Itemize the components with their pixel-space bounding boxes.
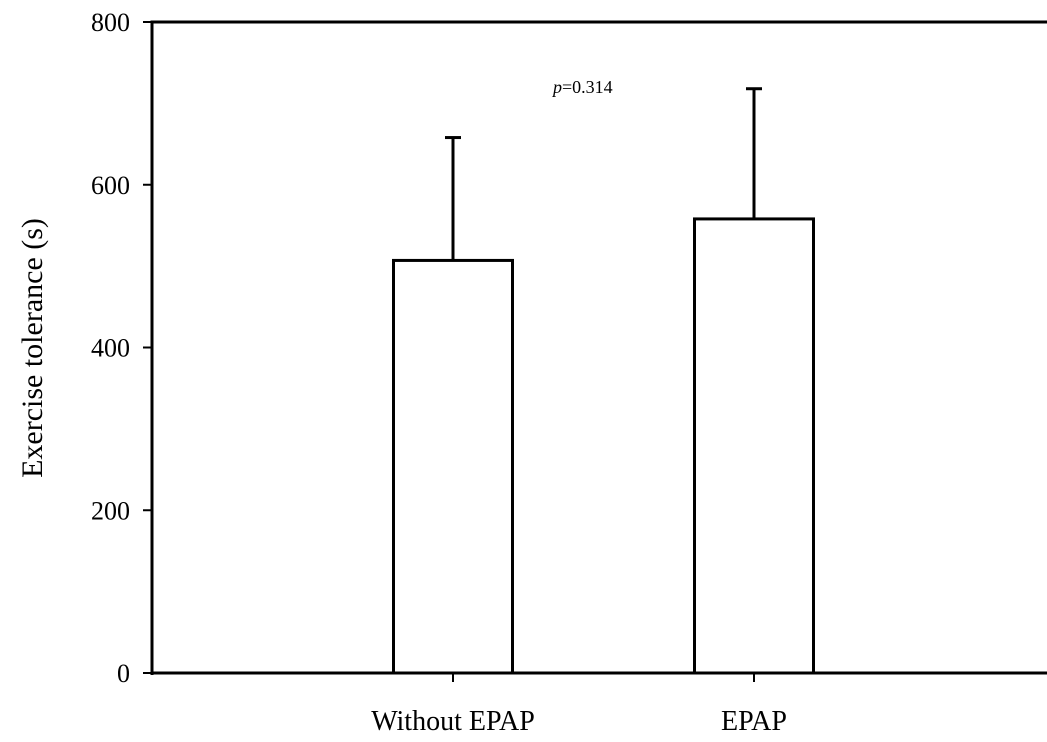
y-tick-label: 400: [91, 334, 130, 363]
y-tick-label: 800: [91, 8, 130, 37]
y-axis-ticks: 0 200 400 600 800: [91, 8, 152, 688]
y-tick-label: 600: [91, 171, 130, 200]
p-value-text: =0.314: [562, 77, 613, 97]
x-axis-ticks: Without EPAP EPAP: [371, 673, 787, 737]
bar-series: [392, 87, 815, 675]
y-axis-title: Exercise tolerance (s): [16, 218, 49, 478]
bar: [693, 217, 815, 675]
y-tick-label: 0: [117, 659, 130, 688]
y-tick-label: 200: [91, 496, 130, 525]
p-value-symbol: p: [551, 77, 562, 97]
x-category-label: EPAP: [721, 706, 787, 737]
x-category-label: Without EPAP: [371, 706, 535, 737]
p-value-annotation: p=0.314: [551, 77, 613, 97]
bar: [392, 258, 514, 675]
